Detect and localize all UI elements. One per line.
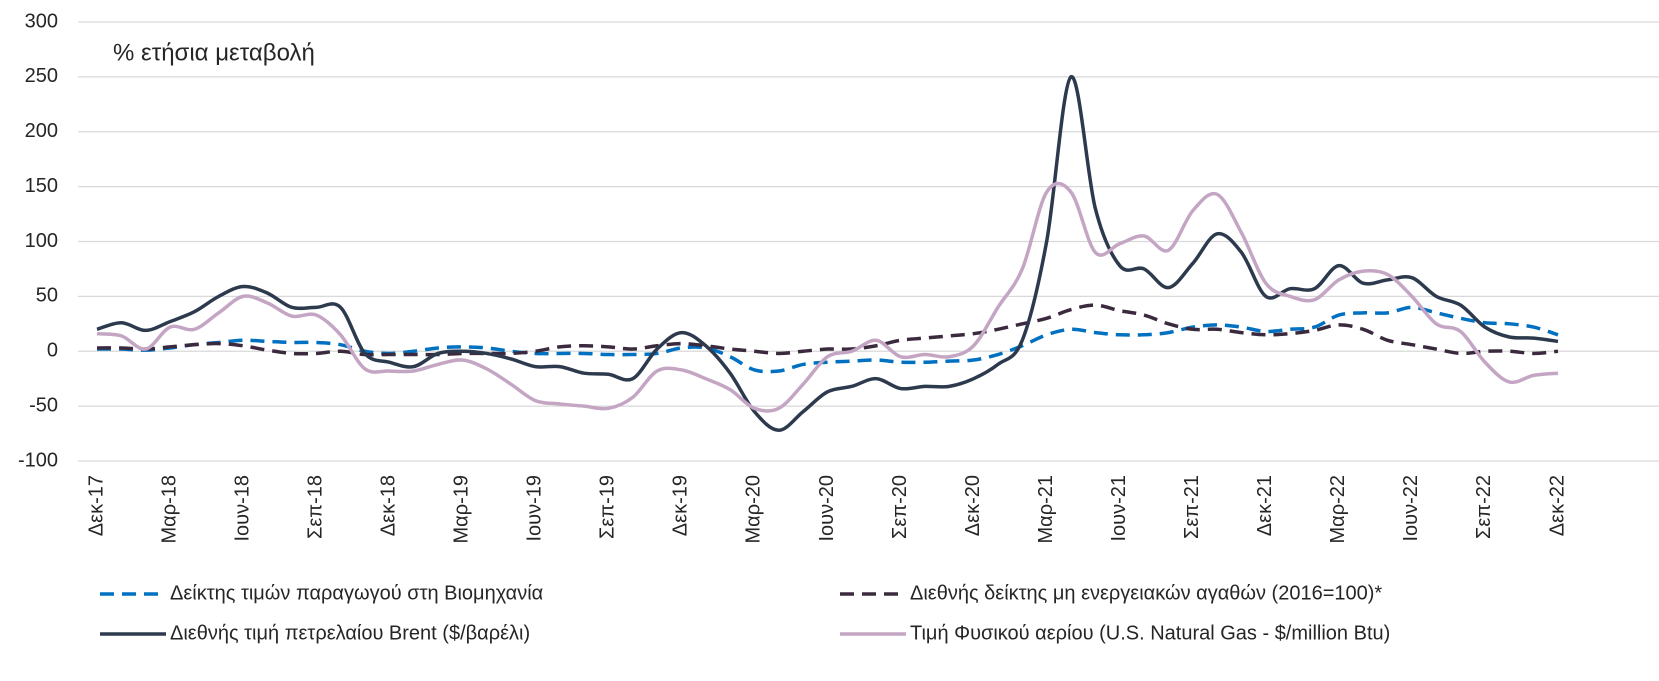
x-tick-label: Δεκ-21 [1254,475,1276,536]
x-tick-label: Μαρ-22 [1327,475,1349,544]
y-tick-label: -50 [29,394,58,416]
y-tick-label: 300 [25,10,58,32]
x-tick-label: Ιουν-21 [1108,475,1130,542]
legend-label: Διεθνής δείκτης μη ενεργειακών αγαθών (2… [910,582,1382,604]
x-tick-label: Δεκ-18 [377,475,399,536]
x-tick-label: Σεπ-21 [1181,475,1203,539]
x-tick-label: Ιουν-20 [816,475,838,542]
y-tick-label: 150 [25,175,58,197]
x-tick-label: Σεπ-19 [597,475,619,539]
legend-label: Δείκτης τιμών παραγωγού στη Βιομηχανία [170,582,543,604]
line [96,303,1559,357]
x-tick-label: Ιουν-22 [1400,475,1422,542]
x-tick-label: Μαρ-21 [1035,475,1057,544]
x-tick-label: Μαρ-18 [158,475,180,544]
x-tick-label: Σεπ-22 [1473,475,1495,539]
legend-label: Τιμή Φυσικού αερίου (U.S. Natural Gas - … [910,622,1390,644]
x-tick-label: Δεκ-20 [962,475,984,536]
y-tick-label: 250 [25,65,58,87]
line [96,181,1559,413]
y-tick-label: 0 [47,340,58,362]
x-tick-label: Μαρ-19 [451,475,473,544]
line [96,75,1559,433]
y-tick-label: 200 [25,120,58,142]
x-tick-label: Δεκ-19 [670,475,692,536]
x-tick-label: Σεπ-18 [304,475,326,539]
y-tick-label: -100 [18,449,58,471]
x-tick-label: Σεπ-20 [889,475,911,539]
x-tick-label: Δεκ-17 [85,475,107,536]
x-tick-label: Μαρ-20 [743,475,765,544]
x-tick-label: Ιουν-19 [524,475,546,542]
line [96,305,1559,374]
annotation: % ετήσια μεταβολή [113,39,315,66]
legend-label: Διεθνής τιμή πετρελαίου Brent ($/βαρέλι) [170,622,530,644]
y-tick-label: 100 [25,230,58,252]
x-tick-label: Ιουν-18 [231,475,253,542]
y-tick-label: 50 [36,285,58,307]
x-tick-label: Δεκ-22 [1546,475,1568,536]
